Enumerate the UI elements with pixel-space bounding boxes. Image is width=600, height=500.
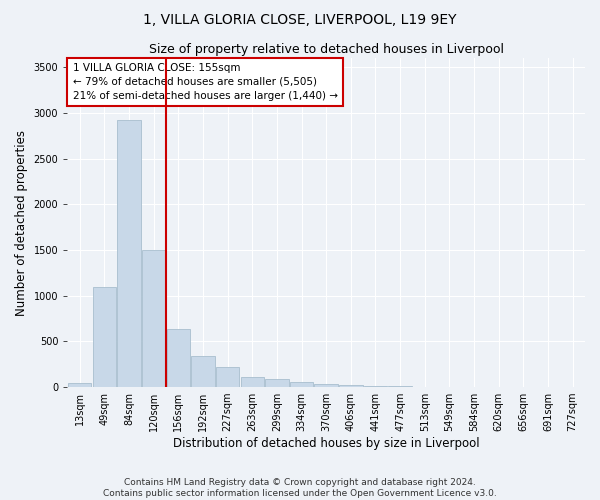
Text: 1, VILLA GLORIA CLOSE, LIVERPOOL, L19 9EY: 1, VILLA GLORIA CLOSE, LIVERPOOL, L19 9E… bbox=[143, 12, 457, 26]
Bar bbox=[290, 382, 313, 387]
Text: Contains HM Land Registry data © Crown copyright and database right 2024.
Contai: Contains HM Land Registry data © Crown c… bbox=[103, 478, 497, 498]
Bar bbox=[339, 386, 362, 387]
Bar bbox=[167, 328, 190, 387]
Bar bbox=[265, 379, 289, 387]
Bar bbox=[216, 367, 239, 387]
Bar bbox=[241, 378, 264, 387]
Title: Size of property relative to detached houses in Liverpool: Size of property relative to detached ho… bbox=[149, 42, 503, 56]
Bar bbox=[388, 386, 412, 387]
Bar bbox=[92, 286, 116, 387]
Y-axis label: Number of detached properties: Number of detached properties bbox=[15, 130, 28, 316]
Bar bbox=[314, 384, 338, 387]
X-axis label: Distribution of detached houses by size in Liverpool: Distribution of detached houses by size … bbox=[173, 437, 479, 450]
Bar bbox=[142, 250, 166, 387]
Bar bbox=[68, 382, 91, 387]
Text: 1 VILLA GLORIA CLOSE: 155sqm
← 79% of detached houses are smaller (5,505)
21% of: 1 VILLA GLORIA CLOSE: 155sqm ← 79% of de… bbox=[73, 63, 338, 101]
Bar bbox=[364, 386, 387, 387]
Bar bbox=[191, 356, 215, 387]
Bar bbox=[117, 120, 140, 387]
